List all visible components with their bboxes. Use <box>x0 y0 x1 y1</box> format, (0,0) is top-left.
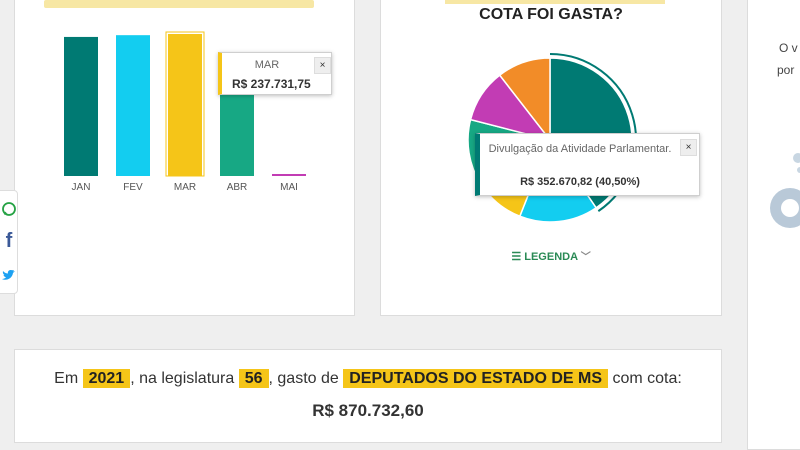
bar-tooltip-close-button[interactable]: × <box>314 57 331 74</box>
legislature-selector[interactable]: 56 <box>238 369 269 388</box>
chevron-down-icon: ﹀ <box>580 252 591 263</box>
pie-card-title-partial <box>445 0 665 4</box>
group-selector[interactable]: DEPUTADOS DO ESTADO DE MS <box>343 369 609 388</box>
summary-card <box>14 349 722 443</box>
bar-jan[interactable] <box>64 36 98 176</box>
bar-mai[interactable] <box>272 174 306 176</box>
pie-tooltip-close-button[interactable]: × <box>680 139 697 156</box>
monthly-bar-chart[interactable]: JAN FEV MAR ABR MAI <box>0 0 360 200</box>
summary-mid2: , gasto de <box>268 370 339 387</box>
gear-illustration-icon <box>770 153 800 228</box>
side-card-text-line1: O v <box>779 41 798 55</box>
year-selector[interactable]: 2021 <box>82 369 131 388</box>
x-tick-label: MAR <box>174 182 196 193</box>
summary-sentence: Em 2021, na legislatura 56, gasto de DEP… <box>14 369 722 388</box>
summary-prefix: Em <box>54 370 79 387</box>
bar-highlight-outline <box>165 31 205 177</box>
bar-card-title-partial <box>44 0 314 8</box>
pie-tooltip-value: R$ 352.670,82 (40,50%) <box>520 176 640 188</box>
list-icon: ☰ <box>511 251 522 263</box>
summary-total-value: R$ 870.732,60 <box>312 401 424 420</box>
x-tick-label: FEV <box>123 182 143 193</box>
bar-tooltip: MAR R$ 237.731,75 × <box>218 52 332 95</box>
bar-tooltip-value: R$ 237.731,75 <box>232 77 311 91</box>
pie-card-title: COTA FOI GASTA? <box>479 6 623 23</box>
pie-tooltip-category: Divulgação da Atividade Parlamentar. <box>488 143 672 155</box>
summary-mid1: , na legislatura <box>130 370 235 387</box>
facebook-icon[interactable]: f <box>5 230 13 252</box>
legend-toggle-button[interactable]: ☰ LEGENDA ﹀ <box>380 248 722 263</box>
share-bar: f <box>0 190 18 294</box>
x-tick-label: MAI <box>280 182 298 193</box>
side-card-text-line2: por <box>777 63 795 77</box>
summary-suffix: com cota: <box>612 370 682 387</box>
legend-label: LEGENDA <box>524 251 578 263</box>
twitter-icon[interactable] <box>1 267 17 283</box>
pie-slice[interactable] <box>498 57 551 143</box>
x-tick-label: JAN <box>72 182 91 193</box>
bar-mar[interactable] <box>168 34 202 176</box>
bar-abr[interactable] <box>220 87 254 176</box>
bar-fev[interactable] <box>116 35 150 176</box>
pie-tooltip: Divulgação da Atividade Parlamentar. R$ … <box>475 133 700 196</box>
x-tick-label: ABR <box>227 182 248 193</box>
bar-tooltip-category: MAR <box>254 59 280 71</box>
whatsapp-icon[interactable] <box>1 201 17 217</box>
